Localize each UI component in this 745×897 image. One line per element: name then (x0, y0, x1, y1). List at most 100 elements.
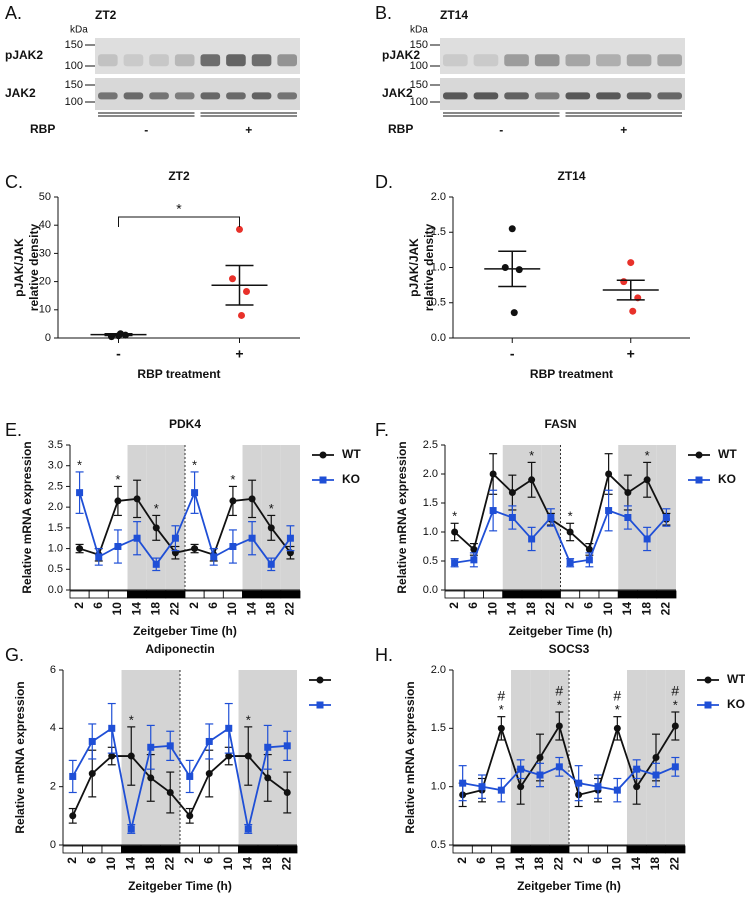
blot-band (657, 54, 682, 67)
y-tick-label: 30 (39, 247, 51, 259)
legend-label: KO (342, 472, 360, 486)
x-axis-label: Zeitgeber Time (h) (128, 879, 232, 893)
blot-band (251, 92, 272, 100)
blot-band (123, 54, 144, 67)
y-axis-label: Relative mRNA expression (20, 441, 34, 593)
light-dark-bar (617, 590, 638, 599)
x-tick-label: 18 (143, 857, 157, 871)
series-line (462, 723, 677, 796)
legend-marker (316, 676, 324, 684)
blot-band (534, 54, 560, 67)
data-point (489, 507, 497, 515)
x-tick-label: 2 (72, 602, 86, 609)
x-tick-label: 2 (571, 857, 585, 864)
x-tick-label: 22 (659, 602, 673, 616)
data-point (470, 545, 478, 553)
blot-row-label: pJAK2 (382, 48, 420, 62)
blot-band (98, 54, 118, 67)
y-tick-label: 4 (50, 722, 56, 734)
y-tick-label: 2.0 (431, 664, 446, 676)
x-tick-label: 6 (91, 602, 105, 609)
y-axis-label: Relative mRNA expression (13, 681, 27, 833)
x-tick-label: - (116, 346, 121, 362)
light-dark-bar (568, 845, 589, 854)
legend-label: WT (718, 447, 737, 461)
light-dark-bar (656, 590, 677, 599)
data-point (69, 812, 77, 820)
data-point (585, 545, 593, 553)
significance-mark: # (613, 687, 621, 703)
data-point (127, 752, 135, 760)
dark-phase (511, 670, 531, 845)
data-point (114, 497, 122, 505)
data-point (267, 524, 275, 532)
legend-label: WT (727, 672, 745, 686)
x-axis-label: Zeitgeber Time (h) (509, 624, 613, 638)
series-line (454, 472, 668, 552)
treatment-label: RBP (30, 122, 55, 136)
data-point (459, 779, 467, 787)
panel-letter: A. (5, 3, 22, 23)
light-dark-bar (62, 845, 83, 854)
data-point (243, 287, 250, 295)
data-point (88, 770, 96, 778)
blot-strip (440, 38, 685, 74)
data-point (244, 752, 252, 760)
x-tick-label: 22 (668, 857, 682, 871)
data-point (108, 752, 116, 760)
x-tick-label: 6 (474, 857, 488, 864)
blot-band (473, 92, 499, 100)
y-tick-label: 1.5 (431, 226, 446, 238)
significance-mark: * (269, 501, 274, 516)
data-point (264, 743, 272, 751)
data-point (451, 528, 459, 536)
blot-band (123, 92, 144, 100)
data-point (229, 543, 237, 550)
x-tick-label: 18 (639, 602, 653, 616)
blot-label: ZT14 (440, 8, 468, 22)
significance-mark: * (192, 457, 197, 472)
data-point (236, 225, 243, 233)
treatment-label: RBP (388, 122, 413, 136)
kda-marker: 150 (65, 39, 83, 51)
data-point (127, 825, 135, 833)
light-dark-bar (540, 590, 561, 599)
significance-mark: * (557, 697, 562, 712)
significance-mark: * (452, 509, 457, 524)
y-tick-label: 3.0 (48, 460, 63, 472)
y-tick-label: 2 (50, 781, 56, 793)
data-point (283, 789, 291, 796)
light-dark-bar (549, 845, 570, 854)
x-tick-label: 6 (590, 857, 604, 864)
legend-label: WT (342, 447, 361, 461)
data-point (620, 278, 628, 286)
data-point (244, 825, 252, 833)
kda-marker: 150 (65, 79, 83, 91)
y-tick-label: 1.0 (423, 526, 438, 538)
legend-marker (704, 701, 712, 709)
data-point (88, 737, 96, 745)
data-point (147, 774, 155, 782)
data-point (286, 534, 294, 542)
data-point (652, 771, 660, 779)
light-dark-bar (203, 590, 224, 599)
y-axis-label: relative density (27, 223, 41, 311)
light-dark-bar (277, 845, 298, 854)
x-tick-label: 14 (240, 857, 254, 871)
data-point (547, 514, 555, 521)
significance-mark: * (673, 697, 678, 712)
data-point (613, 724, 621, 732)
data-point (555, 722, 563, 730)
y-tick-label: 2.5 (423, 439, 438, 451)
series-line (454, 509, 668, 564)
x-tick-label: 22 (168, 602, 182, 616)
y-tick-label: 2.0 (423, 468, 438, 480)
blot-band (626, 92, 652, 100)
y-tick-label: 0 (45, 332, 51, 344)
chart-title: ZT14 (557, 169, 585, 183)
chart-title: SOCS3 (549, 642, 590, 656)
blot-row-label: JAK2 (5, 86, 36, 100)
light-dark-bar (82, 845, 103, 854)
significance-mark: * (499, 702, 504, 717)
data-point (133, 495, 141, 503)
